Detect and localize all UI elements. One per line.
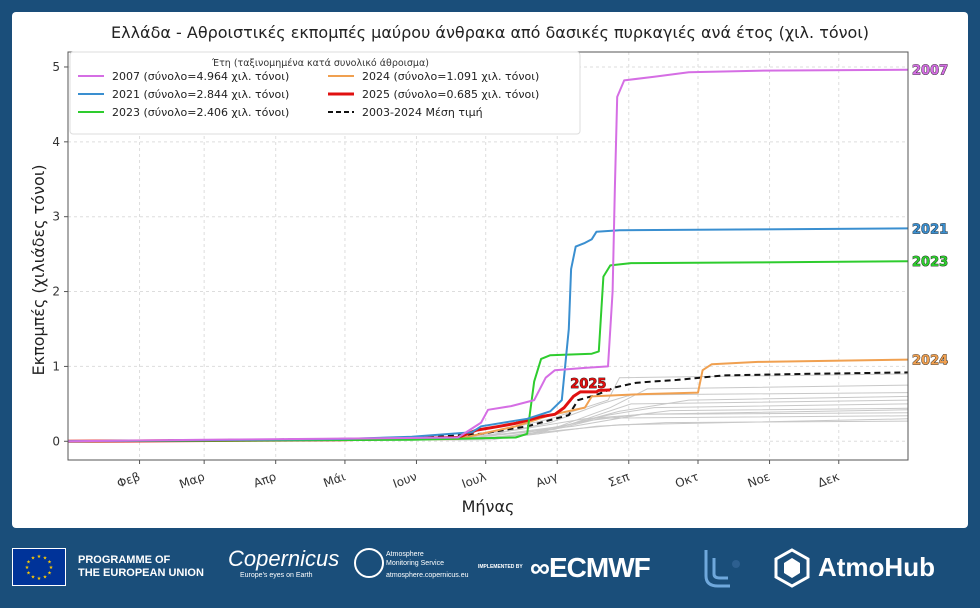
eu-text-line2: THE EUROPEAN UNION <box>78 567 204 579</box>
svg-text:★: ★ <box>37 576 42 582</box>
legend-item-label: 2025 (σύνολο=0.685 χιλ. τόνοι) <box>362 88 539 101</box>
y-axis-label: Εκπομπές (χιλιάδες τόνοι) <box>29 165 48 376</box>
cams-globe-icon <box>354 548 384 578</box>
y-tick-label: 0 <box>52 434 60 448</box>
copernicus-tagline: Europe's eyes on Earth <box>240 572 313 579</box>
y-tick-label: 2 <box>52 285 60 299</box>
cams-logo: Atmosphere Monitoring Service atmosphere… <box>386 550 469 580</box>
copernicus-text: Copernicus <box>228 546 340 571</box>
y-tick-label: 1 <box>52 359 60 373</box>
legend-title: Έτη (ταξινομημένα κατά συνολικό άθροισμα… <box>211 58 429 69</box>
x-tick-label: Ιουλ <box>460 469 488 491</box>
svg-text:★: ★ <box>47 560 52 566</box>
chart-card: 0 1 2 3 4 5 Φεβ Μαρ Απρ Μάι Ιουν Ιουλ Αυγ Σεπ Οκτ Νοε Δε… <box>12 12 968 528</box>
svg-text:★: ★ <box>37 554 42 560</box>
x-tick-label: Φεβ <box>115 469 142 490</box>
svg-text:★: ★ <box>31 556 36 562</box>
x-tick-label: Νοε <box>746 469 772 490</box>
x-tick-label: Αυγ <box>534 469 560 490</box>
cams-line2: Monitoring Service <box>386 560 444 567</box>
series-line-2021 <box>67 227 909 443</box>
end-label-2024: 2024 <box>912 354 948 369</box>
end-label-2021: 2021 <box>912 222 948 237</box>
legend-box <box>69 51 581 135</box>
svg-text:★: ★ <box>47 571 52 577</box>
atmohub-hex-icon <box>772 548 812 588</box>
x-tick-label: Ιουν <box>391 469 419 491</box>
background-year-line <box>67 373 909 442</box>
y-tick-label: 4 <box>52 135 60 149</box>
eu-flag-icon: ★ ★ ★ ★ ★ ★ ★ ★ ★ ★ ★ ★ <box>12 548 66 586</box>
series-line-2023 <box>67 260 909 443</box>
end-label-2007: 2007 <box>912 64 948 79</box>
copernicus-logo: Copernicus Europe's eyes on Earth <box>228 546 339 579</box>
cams-line1: Atmosphere <box>386 551 424 558</box>
legend-item-label: 2021 (σύνολο=2.844 χιλ. τόνοι) <box>112 88 289 101</box>
svg-text:★: ★ <box>49 565 54 571</box>
atmohub-text: AtmoHub <box>818 552 935 582</box>
y-tick-label: 5 <box>52 60 60 74</box>
chart: 0 1 2 3 4 5 Φεβ Μαρ Απρ Μάι Ιουν Ιουλ Αυγ Σεπ Οκτ Νοε Δε… <box>29 23 949 516</box>
y-tick-label: 3 <box>52 210 60 224</box>
background-series <box>67 373 909 442</box>
end-label-2023: 2023 <box>912 255 948 270</box>
implemented-by: IMPLEMENTED BY <box>478 564 523 570</box>
partner-emblem-icon <box>700 546 744 590</box>
x-tick-label: Μαρ <box>177 469 206 491</box>
x-tick-label: Δεκ <box>816 469 841 490</box>
series-lines <box>67 68 909 443</box>
cams-url: atmosphere.copernicus.eu <box>386 572 469 579</box>
legend-item-label: 2024 (σύνολο=1.091 χιλ. τόνοι) <box>362 70 539 83</box>
series-line-2024 <box>67 358 909 443</box>
series-line-2025 <box>67 388 611 443</box>
ecmwf-logo: ∞ECMWF <box>530 552 651 584</box>
footer-logos: ★ ★ ★ ★ ★ ★ ★ ★ ★ ★ ★ ★ PROGRAMME OF THE EUROPEAN… <box>0 532 980 608</box>
x-axis-label: Μήνας <box>462 497 515 516</box>
legend-item-label: 2023 (σύνολο=2.406 χιλ. τόνοι) <box>112 106 289 119</box>
legend-item-label: 2003-2024 Μέση τιμή <box>362 106 483 119</box>
ecmwf-swirl-icon: ∞ <box>530 552 550 583</box>
x-tick-label: Μάι <box>322 469 348 490</box>
svg-text:★: ★ <box>43 556 48 562</box>
end-label-2025: 2025 <box>570 377 606 392</box>
legend: Έτη (ταξινομημένα κατά συνολικό άθροισμα… <box>69 51 581 135</box>
chart-title: Ελλάδα - Αθροιστικές εκπομπές μαύρου άνθ… <box>111 23 869 42</box>
eu-text-line1: PROGRAMME OF <box>78 554 171 566</box>
end-labels: 2007 2021 2023 2024 2025 <box>570 63 949 392</box>
x-tick-label: Απρ <box>252 469 278 490</box>
series-line-mean <box>67 371 909 443</box>
legend-item-label: 2007 (σύνολο=4.964 χιλ. τόνοι) <box>112 70 289 83</box>
series-line-2007 <box>67 68 909 443</box>
svg-text:★: ★ <box>26 560 31 566</box>
eu-programme-text: PROGRAMME OF THE EUROPEAN UNION <box>78 554 204 580</box>
ecmwf-text: ECMWF <box>548 552 651 583</box>
svg-text:★: ★ <box>25 565 30 571</box>
svg-text:★: ★ <box>43 575 48 581</box>
x-tick-label: Σεπ <box>606 469 631 489</box>
x-tick-label: Οκτ <box>673 469 700 490</box>
svg-text:★: ★ <box>26 571 31 577</box>
svg-text:★: ★ <box>31 575 36 581</box>
